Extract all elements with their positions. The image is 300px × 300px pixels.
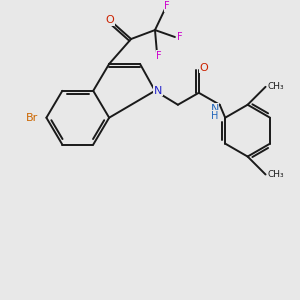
Text: O: O — [200, 63, 208, 73]
Text: H: H — [211, 111, 218, 121]
Text: F: F — [156, 51, 162, 61]
Text: CH₃: CH₃ — [268, 82, 284, 91]
Text: O: O — [106, 15, 115, 25]
Text: CH₃: CH₃ — [268, 170, 284, 179]
Text: F: F — [177, 32, 183, 42]
Text: N: N — [154, 86, 162, 96]
Text: N: N — [211, 104, 219, 114]
Text: Br: Br — [26, 113, 39, 123]
Text: F: F — [164, 1, 170, 11]
